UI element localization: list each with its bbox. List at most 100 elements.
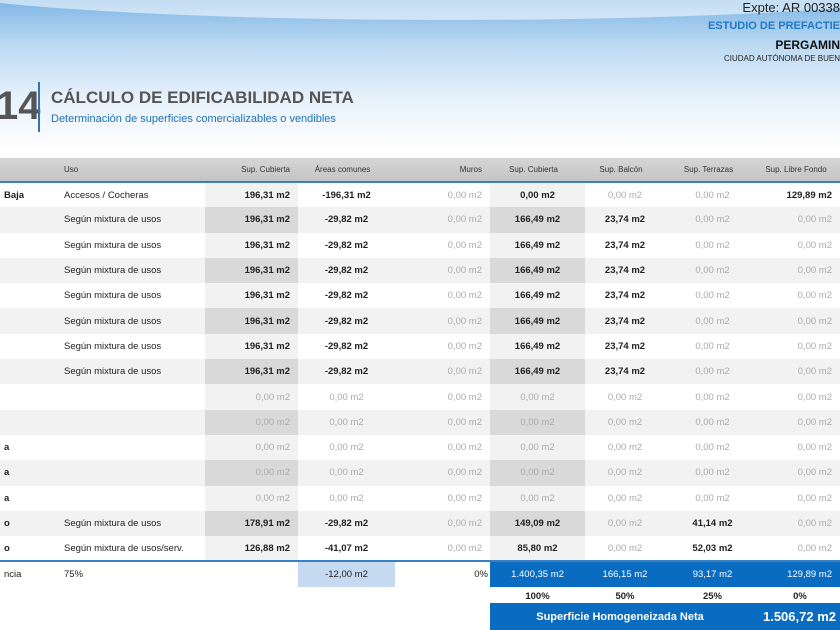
section-subtitle: Determinación de superficies comercializ… <box>51 113 336 125</box>
cell-sup-cubierta-neta: 166,49 m2 <box>490 207 585 233</box>
cell-sup-libre-fondo: 0,00 m2 <box>760 283 840 309</box>
row-uso: Según mixtura de usos <box>60 283 205 309</box>
table-row: a 0,00 m2 0,00 m2 0,00 m2 0,00 m2 0,00 m2 0,00… <box>0 434 840 461</box>
cell-sup-terrazas: 0,00 m2 <box>665 359 760 385</box>
row-uso: Según mixtura de usos <box>60 207 205 233</box>
cell-sup-terrazas: 0,00 m2 <box>665 182 760 208</box>
cell-sup-libre-fondo: 0,00 m2 <box>760 434 840 461</box>
cell-muros: 0,00 m2 <box>395 384 490 410</box>
cell-sup-balcon: 23,74 m2 <box>585 207 665 233</box>
table-row: Según mixtura de usos 196,31 m2 -29,82 m2 0… <box>0 359 840 385</box>
cell-sup-terrazas: 0,00 m2 <box>665 485 760 511</box>
row-floor-label <box>0 257 60 284</box>
cell-areas-comunes: 0,00 m2 <box>298 434 395 461</box>
cell-sup-balcon: 0,00 m2 <box>585 510 665 537</box>
row-floor-label: a <box>0 460 60 486</box>
cell-sup-cubierta: 196,31 m2 <box>205 283 298 309</box>
table-row: a 0,00 m2 0,00 m2 0,00 m2 0,00 m2 0,00 m2 0,00… <box>0 460 840 486</box>
cell-muros: 0,00 m2 <box>395 536 490 562</box>
cell-sup-balcon: 0,00 m2 <box>585 384 665 410</box>
cell-sup-cubierta: 196,31 m2 <box>205 333 298 360</box>
table-row: Según mixtura de usos 196,31 m2 -29,82 m2 0… <box>0 308 840 334</box>
cell-sup-cubierta-neta: 85,80 m2 <box>490 536 585 562</box>
cell-sup-terrazas: 41,14 m2 <box>665 510 760 537</box>
cell-sup-cubierta: 0,00 m2 <box>205 485 298 511</box>
cell-muros: 0,00 m2 <box>395 434 490 461</box>
totals-muros: 0% <box>395 560 490 587</box>
cell-sup-libre-fondo: 0,00 m2 <box>760 207 840 233</box>
col-floor <box>0 158 60 183</box>
cell-sup-terrazas: 0,00 m2 <box>665 207 760 233</box>
cell-areas-comunes: -29,82 m2 <box>298 283 395 309</box>
row-uso: Accesos / Cocheras <box>60 182 205 208</box>
cell-sup-libre-fondo: 0,00 m2 <box>760 232 840 258</box>
cell-muros: 0,00 m2 <box>395 510 490 537</box>
cell-areas-comunes: -29,82 m2 <box>298 257 395 284</box>
cell-sup-libre-fondo: 0,00 m2 <box>760 536 840 562</box>
header-banner <box>0 0 840 150</box>
table-row: 0,00 m2 0,00 m2 0,00 m2 0,00 m2 0,00 m2 0,00 … <box>0 409 840 435</box>
cell-sup-libre-fondo: 0,00 m2 <box>760 409 840 435</box>
cell-sup-libre-fondo: 0,00 m2 <box>760 510 840 537</box>
row-floor-label <box>0 384 60 410</box>
cell-sup-cubierta-neta: 166,49 m2 <box>490 333 585 360</box>
cell-areas-comunes: -29,82 m2 <box>298 232 395 258</box>
cell-areas-comunes: -29,82 m2 <box>298 359 395 385</box>
row-floor-label: a <box>0 434 60 461</box>
cell-sup-cubierta-neta: 0,00 m2 <box>490 182 585 208</box>
row-floor-label <box>0 359 60 385</box>
totals-terrazas: 93,17 m2 <box>665 560 760 587</box>
cell-areas-comunes: -29,82 m2 <box>298 333 395 360</box>
row-uso: Según mixtura de usos <box>60 232 205 258</box>
totals-sup-cubierta: 1.400,35 m2 <box>490 560 585 587</box>
cell-sup-balcon: 23,74 m2 <box>585 232 665 258</box>
cell-sup-libre-fondo: 0,00 m2 <box>760 308 840 334</box>
cell-sup-balcon: 0,00 m2 <box>585 434 665 461</box>
row-floor-label <box>0 232 60 258</box>
row-uso <box>60 460 205 486</box>
cell-sup-libre-fondo: 129,89 m2 <box>760 182 840 208</box>
cell-sup-terrazas: 0,00 m2 <box>665 384 760 410</box>
row-floor-label: Baja <box>0 182 60 208</box>
col-areas-comunes: Áreas comunes <box>298 158 395 183</box>
table-row: Según mixtura de usos 196,31 m2 -29,82 m2 0… <box>0 257 840 284</box>
col-sup-cubierta-neta: Sup. Cubierta <box>490 158 585 183</box>
col-uso: Uso <box>60 158 205 183</box>
cell-sup-cubierta-neta: 166,49 m2 <box>490 257 585 284</box>
cell-muros: 0,00 m2 <box>395 182 490 208</box>
totals-libre: 129,89 m2 <box>760 560 840 587</box>
row-floor-label <box>0 409 60 435</box>
cell-muros: 0,00 m2 <box>395 308 490 334</box>
cell-sup-balcon: 0,00 m2 <box>585 182 665 208</box>
cell-sup-balcon: 0,00 m2 <box>585 485 665 511</box>
row-uso: Según mixtura de usos <box>60 333 205 360</box>
region-name: CIUDAD AUTÓNOMA DE BUEN <box>723 54 840 63</box>
row-uso: Según mixtura de usos <box>60 359 205 385</box>
cell-sup-libre-fondo: 0,00 m2 <box>760 485 840 511</box>
cell-sup-balcon: 23,74 m2 <box>585 308 665 334</box>
table-header: Uso Sup. Cubierta Áreas comunes Muros Su… <box>0 158 840 183</box>
cell-sup-cubierta: 178,91 m2 <box>205 510 298 537</box>
totals-row: ncia 75% -12,00 m2 0% 1.400,35 m2 166,15… <box>0 560 840 587</box>
cell-muros: 0,00 m2 <box>395 333 490 360</box>
cell-sup-terrazas: 0,00 m2 <box>665 308 760 334</box>
cell-sup-cubierta: 196,31 m2 <box>205 207 298 233</box>
cell-areas-comunes: 0,00 m2 <box>298 460 395 486</box>
cell-areas-comunes: -29,82 m2 <box>298 510 395 537</box>
table-row: Según mixtura de usos 196,31 m2 -29,82 m2 0… <box>0 207 840 233</box>
cell-sup-cubierta-neta: 149,09 m2 <box>490 510 585 537</box>
table-row: o Según mixtura de usos 178,91 m2 -29,82 m2… <box>0 510 840 537</box>
row-uso <box>60 384 205 410</box>
cell-sup-cubierta: 196,31 m2 <box>205 308 298 334</box>
col-sup-libre-fondo: Sup. Libre Fondo <box>760 158 840 183</box>
cell-areas-comunes: 0,00 m2 <box>298 384 395 410</box>
cell-sup-terrazas: 0,00 m2 <box>665 257 760 284</box>
cell-sup-cubierta-neta: 0,00 m2 <box>490 460 585 486</box>
cell-sup-balcon: 23,74 m2 <box>585 333 665 360</box>
section-title: CÁLCULO DE EDIFICABILIDAD NETA <box>51 88 354 107</box>
row-floor-label: a <box>0 485 60 511</box>
cell-areas-comunes: -41,07 m2 <box>298 536 395 562</box>
totals-cubierta <box>205 560 298 587</box>
section-divider <box>38 82 40 132</box>
col-sup-balcon: Sup. Balcón <box>585 158 665 183</box>
